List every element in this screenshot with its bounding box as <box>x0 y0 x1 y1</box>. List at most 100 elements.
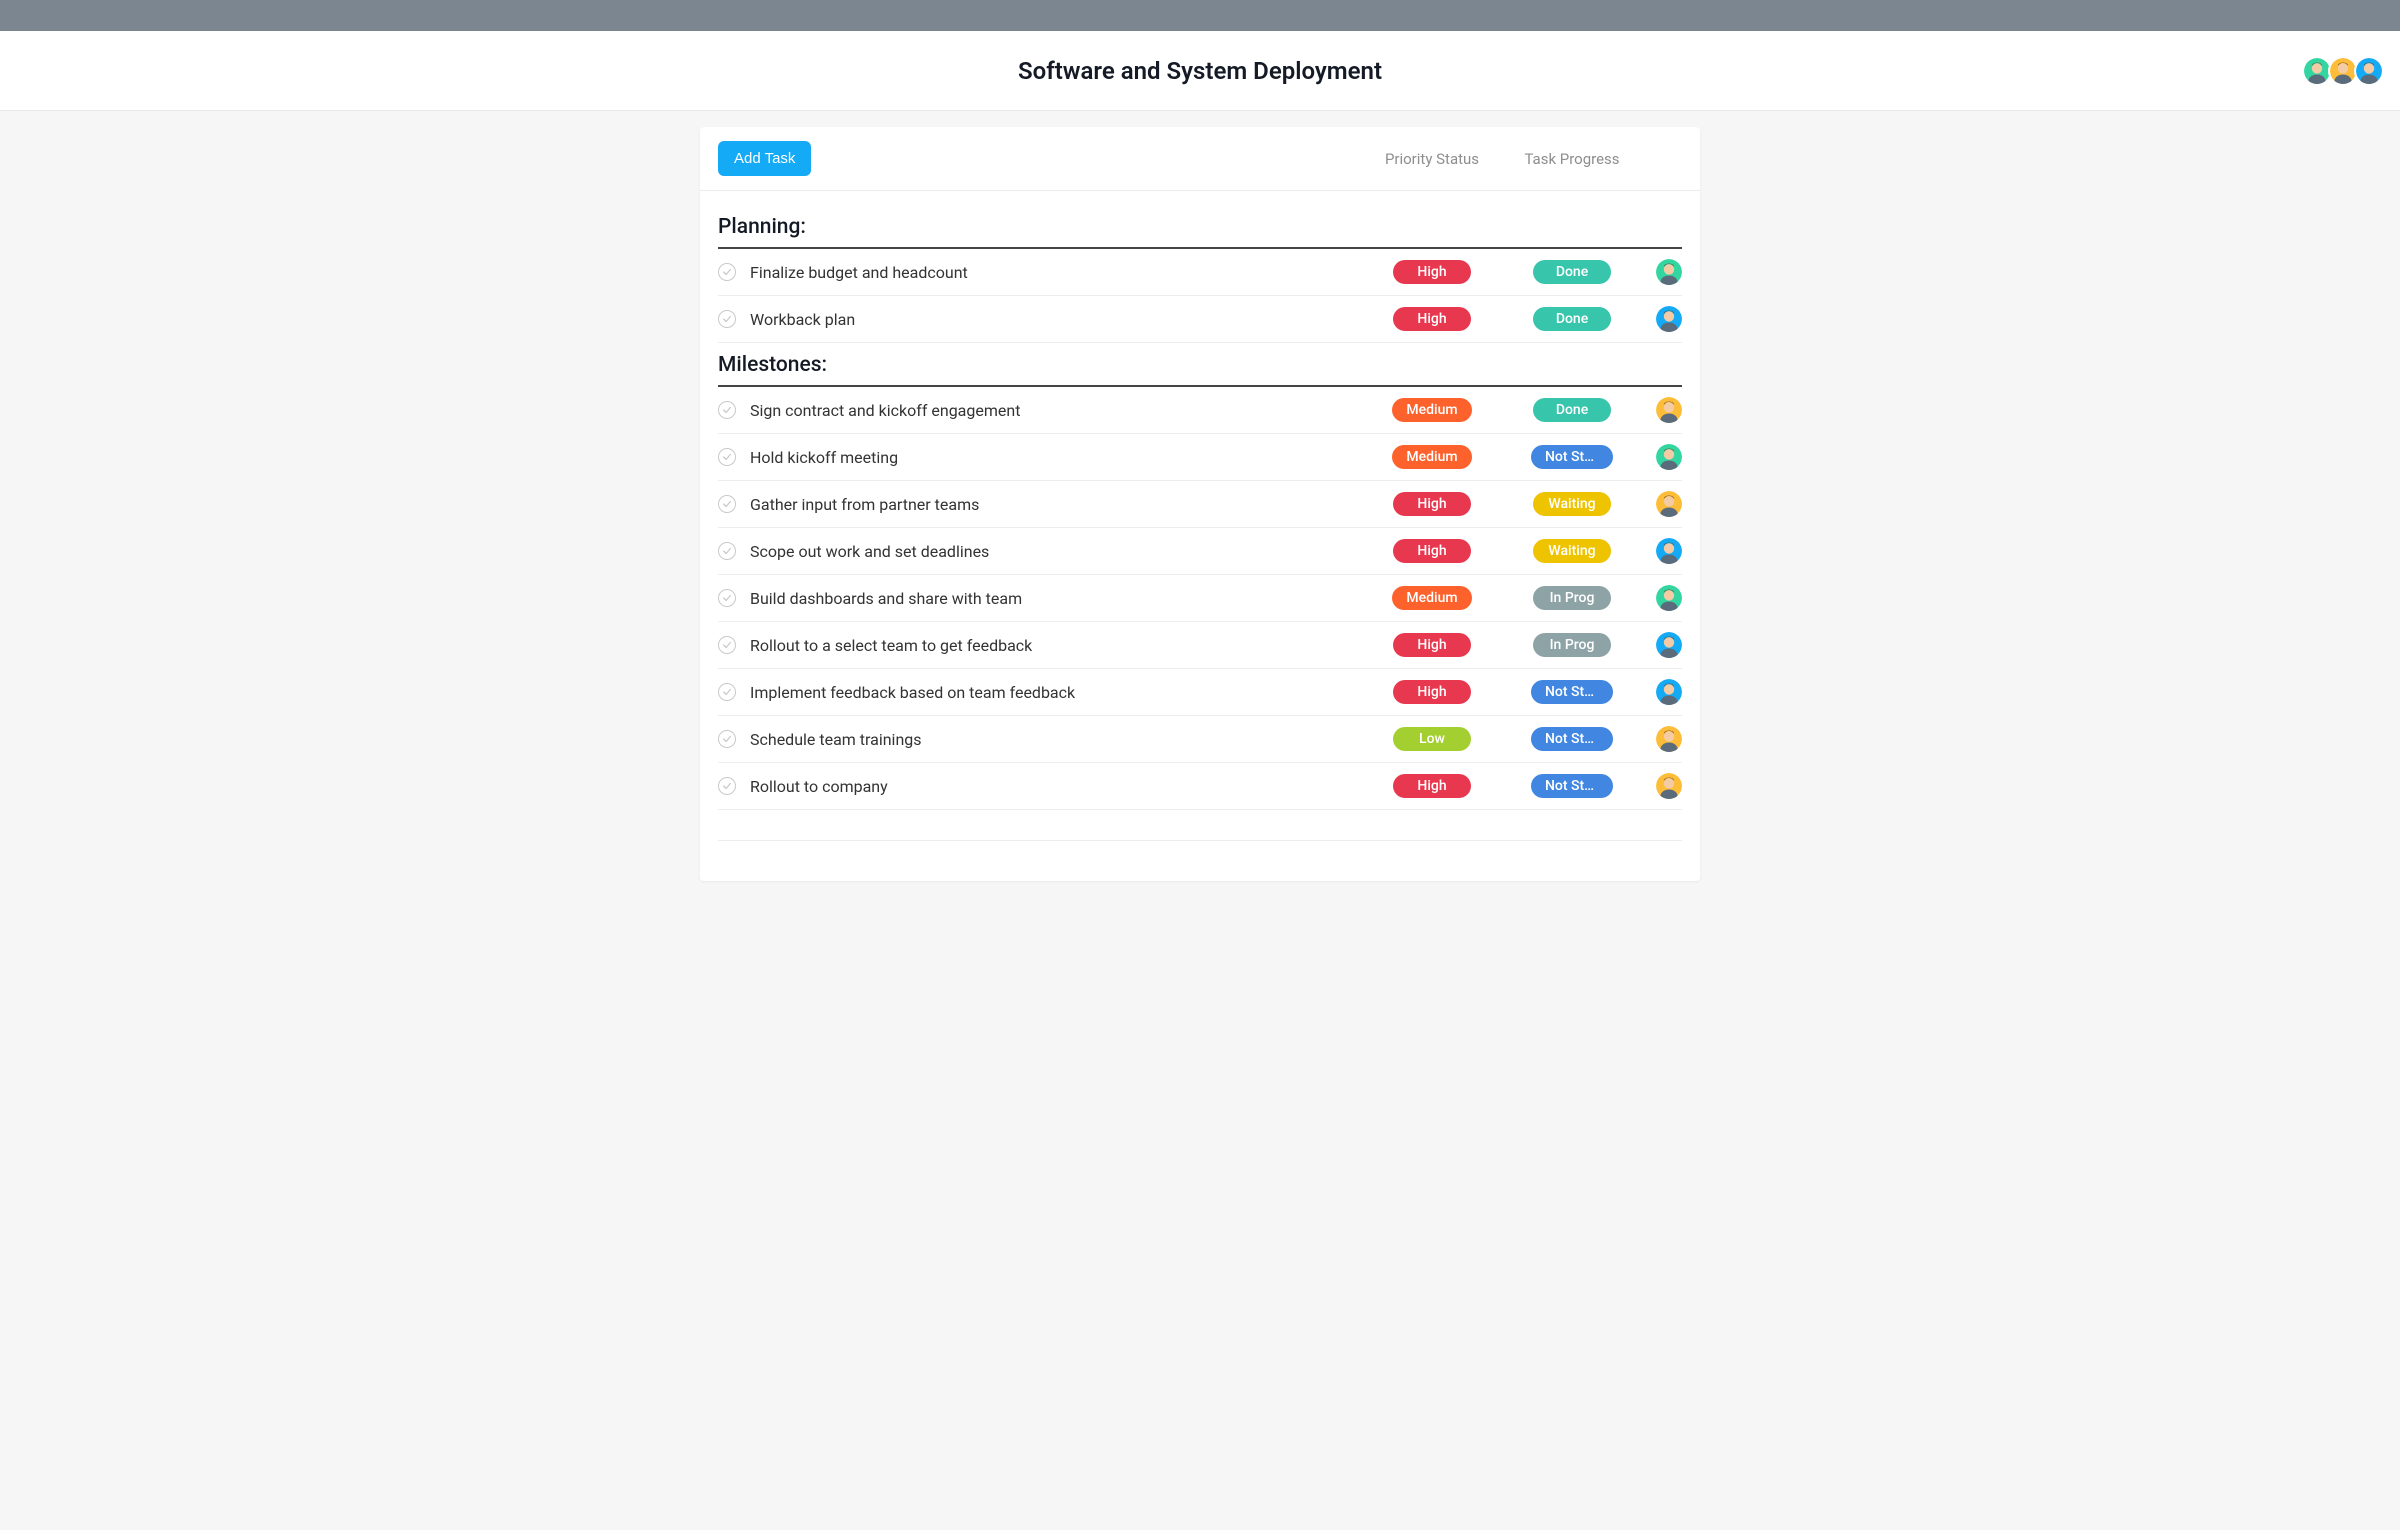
progress-pill[interactable]: Waiting <box>1533 539 1611 563</box>
progress-cell[interactable]: Done <box>1502 307 1642 331</box>
add-task-button[interactable]: Add Task <box>718 141 811 176</box>
assignee-avatar[interactable] <box>1656 585 1682 611</box>
task-row[interactable]: Rollout to a select team to get feedback… <box>718 622 1682 669</box>
task-title[interactable]: Workback plan <box>750 310 1362 329</box>
header-avatar[interactable] <box>2354 56 2384 86</box>
assignee-cell[interactable] <box>1642 306 1682 332</box>
complete-checkbox-icon[interactable] <box>718 310 736 328</box>
complete-checkbox-icon[interactable] <box>718 495 736 513</box>
progress-cell[interactable]: Not Star… <box>1502 774 1642 798</box>
progress-pill[interactable]: In Prog <box>1533 586 1611 610</box>
complete-checkbox-icon[interactable] <box>718 589 736 607</box>
task-row[interactable]: Workback plan High Done <box>718 296 1682 343</box>
progress-cell[interactable]: Not Star… <box>1502 445 1642 469</box>
assignee-cell[interactable] <box>1642 585 1682 611</box>
priority-cell[interactable]: High <box>1362 680 1502 704</box>
task-title[interactable]: Schedule team trainings <box>750 730 1362 749</box>
assignee-avatar[interactable] <box>1656 632 1682 658</box>
assignee-cell[interactable] <box>1642 259 1682 285</box>
task-row[interactable]: Gather input from partner teams High Waiti… <box>718 481 1682 528</box>
progress-cell[interactable]: Not Star… <box>1502 680 1642 704</box>
task-title[interactable]: Gather input from partner teams <box>750 495 1362 514</box>
assignee-avatar[interactable] <box>1656 397 1682 423</box>
progress-pill[interactable]: Done <box>1533 398 1611 422</box>
progress-pill[interactable]: Not Star… <box>1531 774 1613 798</box>
progress-pill[interactable]: Not Star… <box>1531 727 1613 751</box>
priority-pill[interactable]: Low <box>1393 727 1471 751</box>
assignee-avatar[interactable] <box>1656 679 1682 705</box>
complete-checkbox-icon[interactable] <box>718 683 736 701</box>
task-title[interactable]: Rollout to a select team to get feedback <box>750 636 1362 655</box>
assignee-avatar[interactable] <box>1656 491 1682 517</box>
priority-cell[interactable]: High <box>1362 307 1502 331</box>
priority-pill[interactable]: High <box>1393 492 1471 516</box>
progress-pill[interactable]: Not Star… <box>1531 445 1613 469</box>
task-title[interactable]: Build dashboards and share with team <box>750 589 1362 608</box>
assignee-cell[interactable] <box>1642 679 1682 705</box>
progress-cell[interactable]: In Prog <box>1502 586 1642 610</box>
priority-cell[interactable]: Low <box>1362 727 1502 751</box>
progress-cell[interactable]: Not Star… <box>1502 727 1642 751</box>
complete-checkbox-icon[interactable] <box>718 777 736 795</box>
complete-checkbox-icon[interactable] <box>718 542 736 560</box>
priority-pill[interactable]: Medium <box>1392 398 1471 422</box>
assignee-avatar[interactable] <box>1656 538 1682 564</box>
progress-pill[interactable]: In Prog <box>1533 633 1611 657</box>
progress-cell[interactable]: In Prog <box>1502 633 1642 657</box>
assignee-cell[interactable] <box>1642 773 1682 799</box>
priority-cell[interactable]: Medium <box>1362 398 1502 422</box>
task-title[interactable]: Sign contract and kickoff engagement <box>750 401 1362 420</box>
priority-pill[interactable]: High <box>1393 260 1471 284</box>
assignee-cell[interactable] <box>1642 538 1682 564</box>
assignee-cell[interactable] <box>1642 491 1682 517</box>
task-row[interactable]: Finalize budget and headcount High Done <box>718 249 1682 296</box>
assignee-avatar[interactable] <box>1656 444 1682 470</box>
task-row[interactable]: Schedule team trainings Low Not Star… <box>718 716 1682 763</box>
task-row[interactable]: Hold kickoff meeting Medium Not Star… <box>718 434 1682 481</box>
task-title[interactable]: Scope out work and set deadlines <box>750 542 1362 561</box>
priority-cell[interactable]: Medium <box>1362 445 1502 469</box>
priority-pill[interactable]: High <box>1393 307 1471 331</box>
priority-pill[interactable]: High <box>1393 633 1471 657</box>
assignee-cell[interactable] <box>1642 444 1682 470</box>
complete-checkbox-icon[interactable] <box>718 730 736 748</box>
task-row[interactable]: Rollout to company High Not Star… <box>718 763 1682 810</box>
progress-cell[interactable]: Waiting <box>1502 539 1642 563</box>
priority-cell[interactable]: High <box>1362 539 1502 563</box>
assignee-avatar[interactable] <box>1656 726 1682 752</box>
task-title[interactable]: Finalize budget and headcount <box>750 263 1362 282</box>
complete-checkbox-icon[interactable] <box>718 401 736 419</box>
complete-checkbox-icon[interactable] <box>718 263 736 281</box>
complete-checkbox-icon[interactable] <box>718 636 736 654</box>
task-row[interactable]: Scope out work and set deadlines High Wait… <box>718 528 1682 575</box>
assignee-avatar[interactable] <box>1656 306 1682 332</box>
priority-pill[interactable]: Medium <box>1392 586 1471 610</box>
assignee-avatar[interactable] <box>1656 773 1682 799</box>
assignee-cell[interactable] <box>1642 726 1682 752</box>
task-title[interactable]: Implement feedback based on team feedbac… <box>750 683 1362 702</box>
priority-pill[interactable]: Medium <box>1392 445 1471 469</box>
task-row[interactable]: Implement feedback based on team feedbac… <box>718 669 1682 716</box>
task-title[interactable]: Rollout to company <box>750 777 1362 796</box>
assignee-cell[interactable] <box>1642 397 1682 423</box>
priority-pill[interactable]: High <box>1393 680 1471 704</box>
priority-cell[interactable]: High <box>1362 633 1502 657</box>
progress-cell[interactable]: Waiting <box>1502 492 1642 516</box>
progress-pill[interactable]: Not Star… <box>1531 680 1613 704</box>
progress-cell[interactable]: Done <box>1502 260 1642 284</box>
complete-checkbox-icon[interactable] <box>718 448 736 466</box>
task-row[interactable]: Sign contract and kickoff engagement Medi… <box>718 387 1682 434</box>
priority-cell[interactable]: High <box>1362 774 1502 798</box>
priority-cell[interactable]: High <box>1362 492 1502 516</box>
progress-pill[interactable]: Done <box>1533 260 1611 284</box>
progress-pill[interactable]: Done <box>1533 307 1611 331</box>
priority-pill[interactable]: High <box>1393 774 1471 798</box>
task-row[interactable]: Build dashboards and share with team Medi… <box>718 575 1682 622</box>
progress-cell[interactable]: Done <box>1502 398 1642 422</box>
priority-cell[interactable]: Medium <box>1362 586 1502 610</box>
assignee-avatar[interactable] <box>1656 259 1682 285</box>
priority-pill[interactable]: High <box>1393 539 1471 563</box>
task-title[interactable]: Hold kickoff meeting <box>750 448 1362 467</box>
progress-pill[interactable]: Waiting <box>1533 492 1611 516</box>
priority-cell[interactable]: High <box>1362 260 1502 284</box>
